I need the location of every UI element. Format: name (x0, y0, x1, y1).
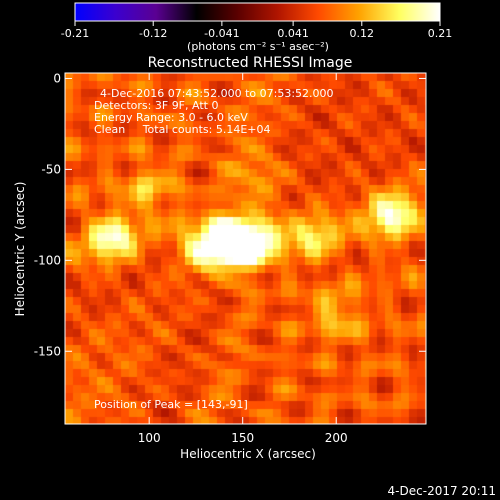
plot-frame (64, 72, 427, 425)
y-tick-label: -100 (34, 253, 61, 267)
x-axis-label: Heliocentric X (arcsec) (180, 447, 316, 461)
colorbar-ticks: -0.21 -0.12 -0.041 0.041 0.12 0.21 (61, 21, 452, 40)
y-tick-label: -150 (34, 344, 61, 358)
colorbar-unit-label: (photons cm⁻² s⁻¹ asec⁻²) (187, 40, 329, 53)
colorbar-tick-label: -0.12 (139, 27, 167, 40)
chart-title: Reconstructed RHESSI Image (148, 55, 353, 71)
colorbar-tick-label: -0.041 (204, 27, 239, 40)
x-tick-label: 200 (325, 431, 348, 445)
colorbar-tick-label: 0.12 (350, 27, 375, 40)
annotation-time-range: 4-Dec-2016 07:43:52.000 to 07:53:52.000 (100, 87, 334, 100)
x-tick-label: 150 (231, 431, 254, 445)
y-tick-label: -50 (41, 162, 61, 176)
colorbar-tick-label: 0.041 (277, 27, 309, 40)
annotation-detectors: Detectors: 3F 9F, Att 0 (94, 99, 218, 112)
colorbar-tick-label: -0.21 (61, 27, 89, 40)
footer-timestamp: 4-Dec-2017 20:11 (388, 484, 496, 498)
heatmap-image (65, 73, 426, 424)
annotation-peak-position: Position of Peak = [143,-91] (94, 398, 248, 411)
annotation-energy-range: Energy Range: 3.0 - 6.0 keV (94, 111, 248, 124)
colorbar-tick-label: 0.21 (428, 27, 453, 40)
y-axis-ticks: 0 -50 -100 -150 (34, 71, 426, 358)
annotation-clean-counts: Clean Total counts: 5.14E+04 (94, 123, 271, 136)
x-tick-label: 100 (138, 431, 161, 445)
colorbar (74, 2, 441, 22)
y-tick-label: 0 (53, 71, 61, 85)
y-axis-label: Heliocentric Y (arcsec) (13, 182, 27, 317)
x-axis-ticks: 100 150 200 (138, 73, 348, 445)
